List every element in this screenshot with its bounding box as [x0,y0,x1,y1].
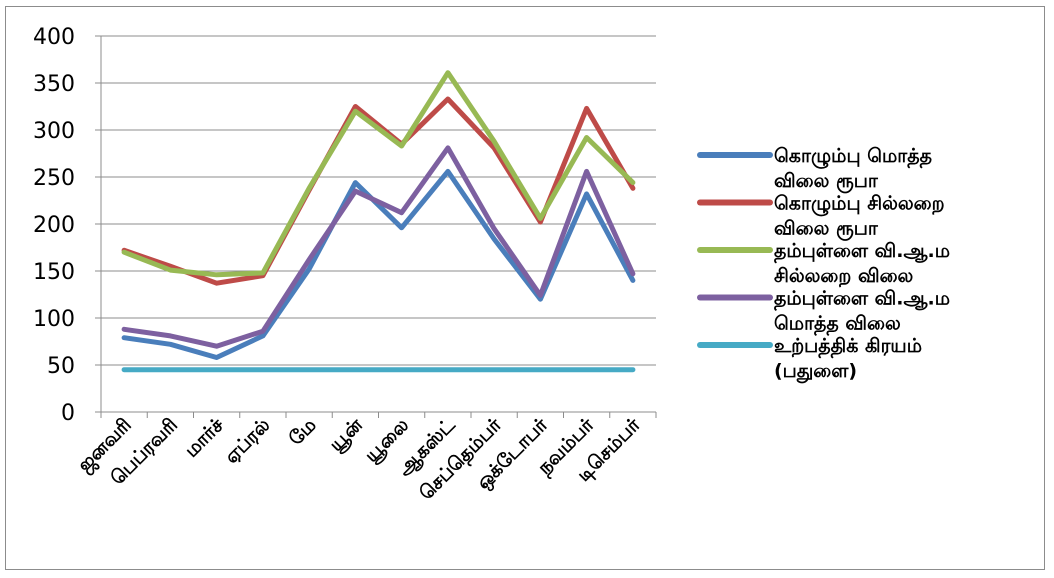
y-tick-label: 100 [33,307,75,332]
legend-label: மொத்த விலை [774,313,901,337]
legend-label: தம்புள்ளை வி.ஆ.ம [774,288,950,312]
legend-label: தம்புள்ளை வி.ஆ.ம [774,240,950,264]
legend-label: உற்பத்திக் கிரயம் [774,335,922,359]
y-tick-label: 150 [33,260,75,285]
legend-label: கொழும்பு மொத்த [774,145,932,169]
y-tick-label: 350 [33,72,75,97]
y-tick-label: 0 [61,401,75,426]
y-tick-label: 50 [47,354,75,379]
series-lines [121,70,636,373]
legend-label: கொழும்பு சில்லறை [774,193,945,217]
legend-label: சில்லறை விலை [774,265,914,287]
legend-label: விலை ரூபா [774,170,879,194]
y-tick-label: 250 [33,166,75,191]
y-tick-label: 300 [33,119,75,144]
series-line-3 [121,70,636,278]
x-tick-label: மே [285,414,321,450]
legend-label: (பதுளை) [774,360,857,384]
chart-frame [5,6,1045,570]
series-line-4 [121,145,636,349]
axes [95,35,657,418]
legend: கொழும்பு மொத்தவிலை ரூபாகொழும்பு சில்லறைவ… [697,145,950,384]
x-tick-label: ஏப்ரல் [220,414,274,468]
x-axis-tick-labels: ஜனவரிபெப்ரவரிமார்ச்ஏப்ரல் மே யூன்யூலைஆகஸ்ட… [73,413,645,506]
y-axis-tick-labels: 0 50 100 150 200 250 300 350 400 [33,25,75,426]
legend-label: விலை ரூபா [774,218,879,242]
y-tick-label: 400 [33,25,75,50]
y-tick-label: 200 [33,213,75,238]
